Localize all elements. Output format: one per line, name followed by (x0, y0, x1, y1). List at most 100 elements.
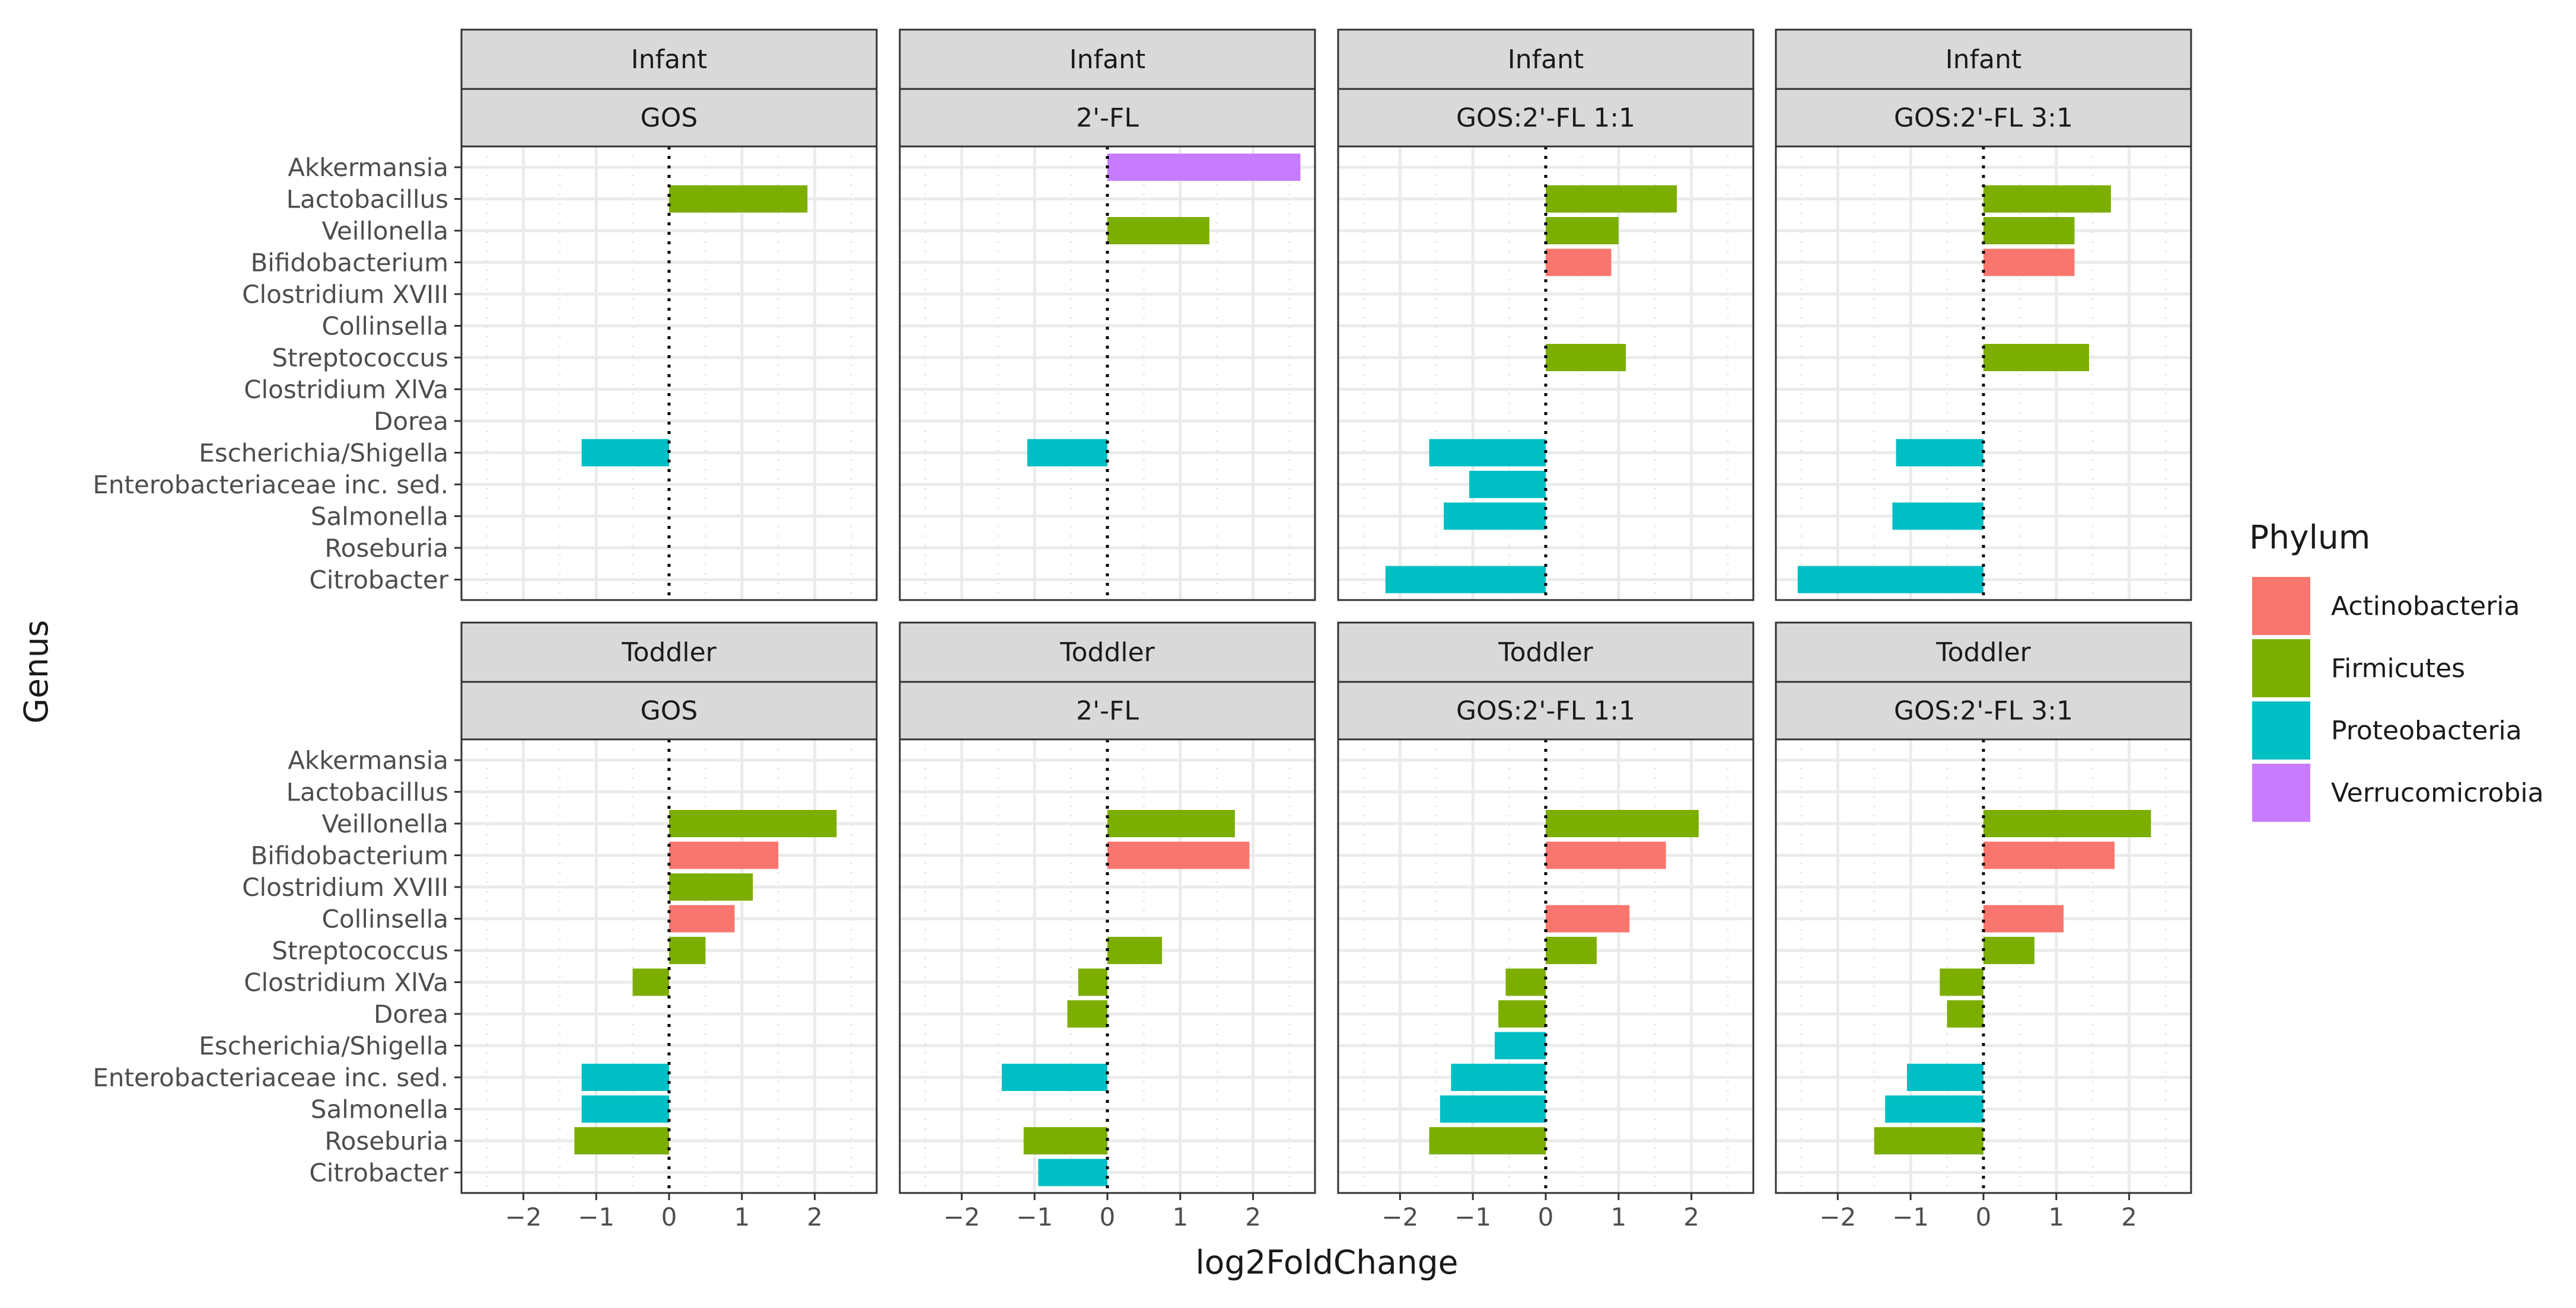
y-tick-label: Dorea (374, 1000, 448, 1029)
bar-enterobacteriaceae-inc-sed (1907, 1064, 1983, 1091)
bar-salmonella (1885, 1095, 1983, 1123)
panel-infant-gos-2-fl-3-1: Infant GOS:2'-FL 3:1 (1775, 28, 2192, 601)
bar-citrobacter (1385, 566, 1546, 594)
y-tick-label: Salmonella (311, 502, 448, 531)
bar-bifidobacterium (1107, 841, 1250, 869)
x-tick-label: 0 (1538, 1202, 1554, 1232)
x-tick-label: −1 (1454, 1202, 1491, 1232)
panel-infant-gos-2-fl-1-1: Infant GOS:2'-FL 1:1 (1337, 28, 1755, 601)
strip-treatment (460, 88, 878, 148)
bar-veillonella (1546, 217, 1619, 244)
strip-treatment-label: 2'-FL (1076, 696, 1139, 726)
bar-salmonella (1444, 502, 1546, 530)
y-tick-label: Lactobacillus (286, 185, 448, 214)
bar-enterobacteriaceae-inc-sed (1451, 1064, 1546, 1091)
strip-age (460, 28, 878, 90)
y-tick-label: Bifidobacterium (250, 841, 448, 870)
legend-item-firmicutes: Firmicutes (2252, 639, 2465, 697)
strip-age-label: Toddler (621, 637, 717, 668)
bar-bifidobacterium (1983, 841, 2115, 869)
bar-bifidobacterium (1983, 248, 2075, 276)
legend-item-actinobacteria: Actinobacteria (2252, 577, 2520, 635)
y-tick-label: Streptococcus (272, 936, 448, 965)
y-tick-label: Escherichia/Shigella (199, 1032, 448, 1061)
bar-veillonella (669, 810, 837, 837)
bar-bifidobacterium (1546, 841, 1666, 869)
x-tick-label: 0 (1100, 1202, 1116, 1232)
bar-streptococcus (1107, 937, 1163, 964)
y-tick-label: Lactobacillus (286, 778, 448, 807)
bar-lactobacillus (669, 185, 808, 213)
strip-age (1775, 621, 2192, 683)
strip-age-label: Toddler (1059, 637, 1155, 668)
legend-label: Verrucomicrobia (2331, 778, 2544, 808)
y-tick-label: Akkermansia (288, 746, 448, 775)
bar-lactobacillus (1983, 185, 2111, 213)
strip-treatment (1775, 88, 2192, 148)
strip-age-label: Infant (1945, 44, 2021, 75)
legend-title: Phylum (2249, 518, 2370, 556)
strip-age-label: Infant (1508, 44, 1584, 75)
strip-treatment-label: GOS:2'-FL 1:1 (1456, 696, 1635, 726)
y-tick-label: Roseburia (324, 1127, 448, 1156)
bar-streptococcus (1983, 344, 2090, 371)
legend-swatch (2252, 764, 2310, 822)
bar-bifidobacterium (1546, 248, 1612, 276)
y-tick-label: Streptococcus (272, 343, 448, 372)
bar-collinsella (1983, 905, 2064, 933)
bar-roseburia (1023, 1127, 1107, 1154)
bar-escherichia-shigella (1896, 439, 1983, 467)
strip-treatment (899, 88, 1316, 148)
bar-dorea (1947, 1000, 1983, 1028)
legend-item-proteobacteria: Proteobacteria (2252, 701, 2522, 760)
y-tick-label: Dorea (374, 407, 448, 436)
y-tick-label: Citrobacter (309, 566, 448, 595)
y-tick-label: Collinsella (322, 312, 448, 341)
bar-clostridium-xlva (1078, 968, 1107, 996)
strip-age (899, 621, 1316, 683)
bar-veillonella (1983, 810, 2151, 837)
panel-toddler-gos-2-fl-1-1: Toddler GOS:2'-FL 1:1 −2 −1 0 1 2 (1337, 621, 1755, 1232)
y-tick-label: Roseburia (324, 534, 448, 563)
panel-background (461, 146, 877, 600)
panel-toddler-gos: Toddler GOS Akkermansia LactobacillusVeillo… (93, 621, 878, 1232)
y-tick-label: Salmonella (311, 1095, 448, 1124)
x-tick-label: −2 (505, 1202, 542, 1232)
bar-streptococcus (1546, 344, 1626, 371)
y-tick-label: Collinsella (322, 905, 448, 934)
bar-roseburia (1429, 1127, 1546, 1154)
legend-label: Proteobacteria (2331, 716, 2522, 746)
bar-veillonella (1546, 810, 1699, 837)
x-tick-label: −2 (1819, 1202, 1856, 1232)
y-tick-label: Veillonella (321, 809, 448, 838)
y-tick-label: Escherichia/Shigella (199, 439, 448, 468)
strip-age-label: Infant (631, 44, 707, 75)
strip-treatment-label: GOS (641, 696, 698, 726)
panel-border (460, 145, 878, 601)
bar-salmonella (1440, 1095, 1546, 1123)
x-tick-label: 2 (1245, 1202, 1261, 1232)
bar-veillonella (1983, 217, 2075, 244)
bar-escherichia-shigella (1495, 1032, 1546, 1060)
strip-age (899, 28, 1316, 90)
x-tick-label: −2 (1381, 1202, 1418, 1232)
x-tick-label: 2 (2121, 1202, 2137, 1232)
bar-akkermansia (1107, 154, 1301, 181)
bar-clostridium-xlva (632, 968, 669, 996)
legend-label: Actinobacteria (2331, 591, 2520, 621)
facet-panels: InfantGOSAkkermansiaLactobacillusVeillon… (93, 28, 2192, 1232)
x-tick-label: −2 (943, 1202, 980, 1232)
bar-escherichia-shigella (1027, 439, 1107, 467)
bar-escherichia-shigella (1429, 439, 1546, 467)
x-tick-label: 1 (1610, 1202, 1626, 1232)
strip-age (1337, 28, 1755, 90)
legend-label: Firmicutes (2331, 653, 2465, 684)
bar-citrobacter (1038, 1159, 1107, 1186)
x-tick-label: 2 (1683, 1202, 1699, 1232)
x-tick-label: −1 (1892, 1202, 1929, 1232)
bar-bifidobacterium (669, 841, 779, 869)
strip-age-label: Infant (1069, 44, 1145, 75)
y-tick-label: Citrobacter (309, 1159, 448, 1188)
bar-citrobacter (1797, 566, 1983, 594)
